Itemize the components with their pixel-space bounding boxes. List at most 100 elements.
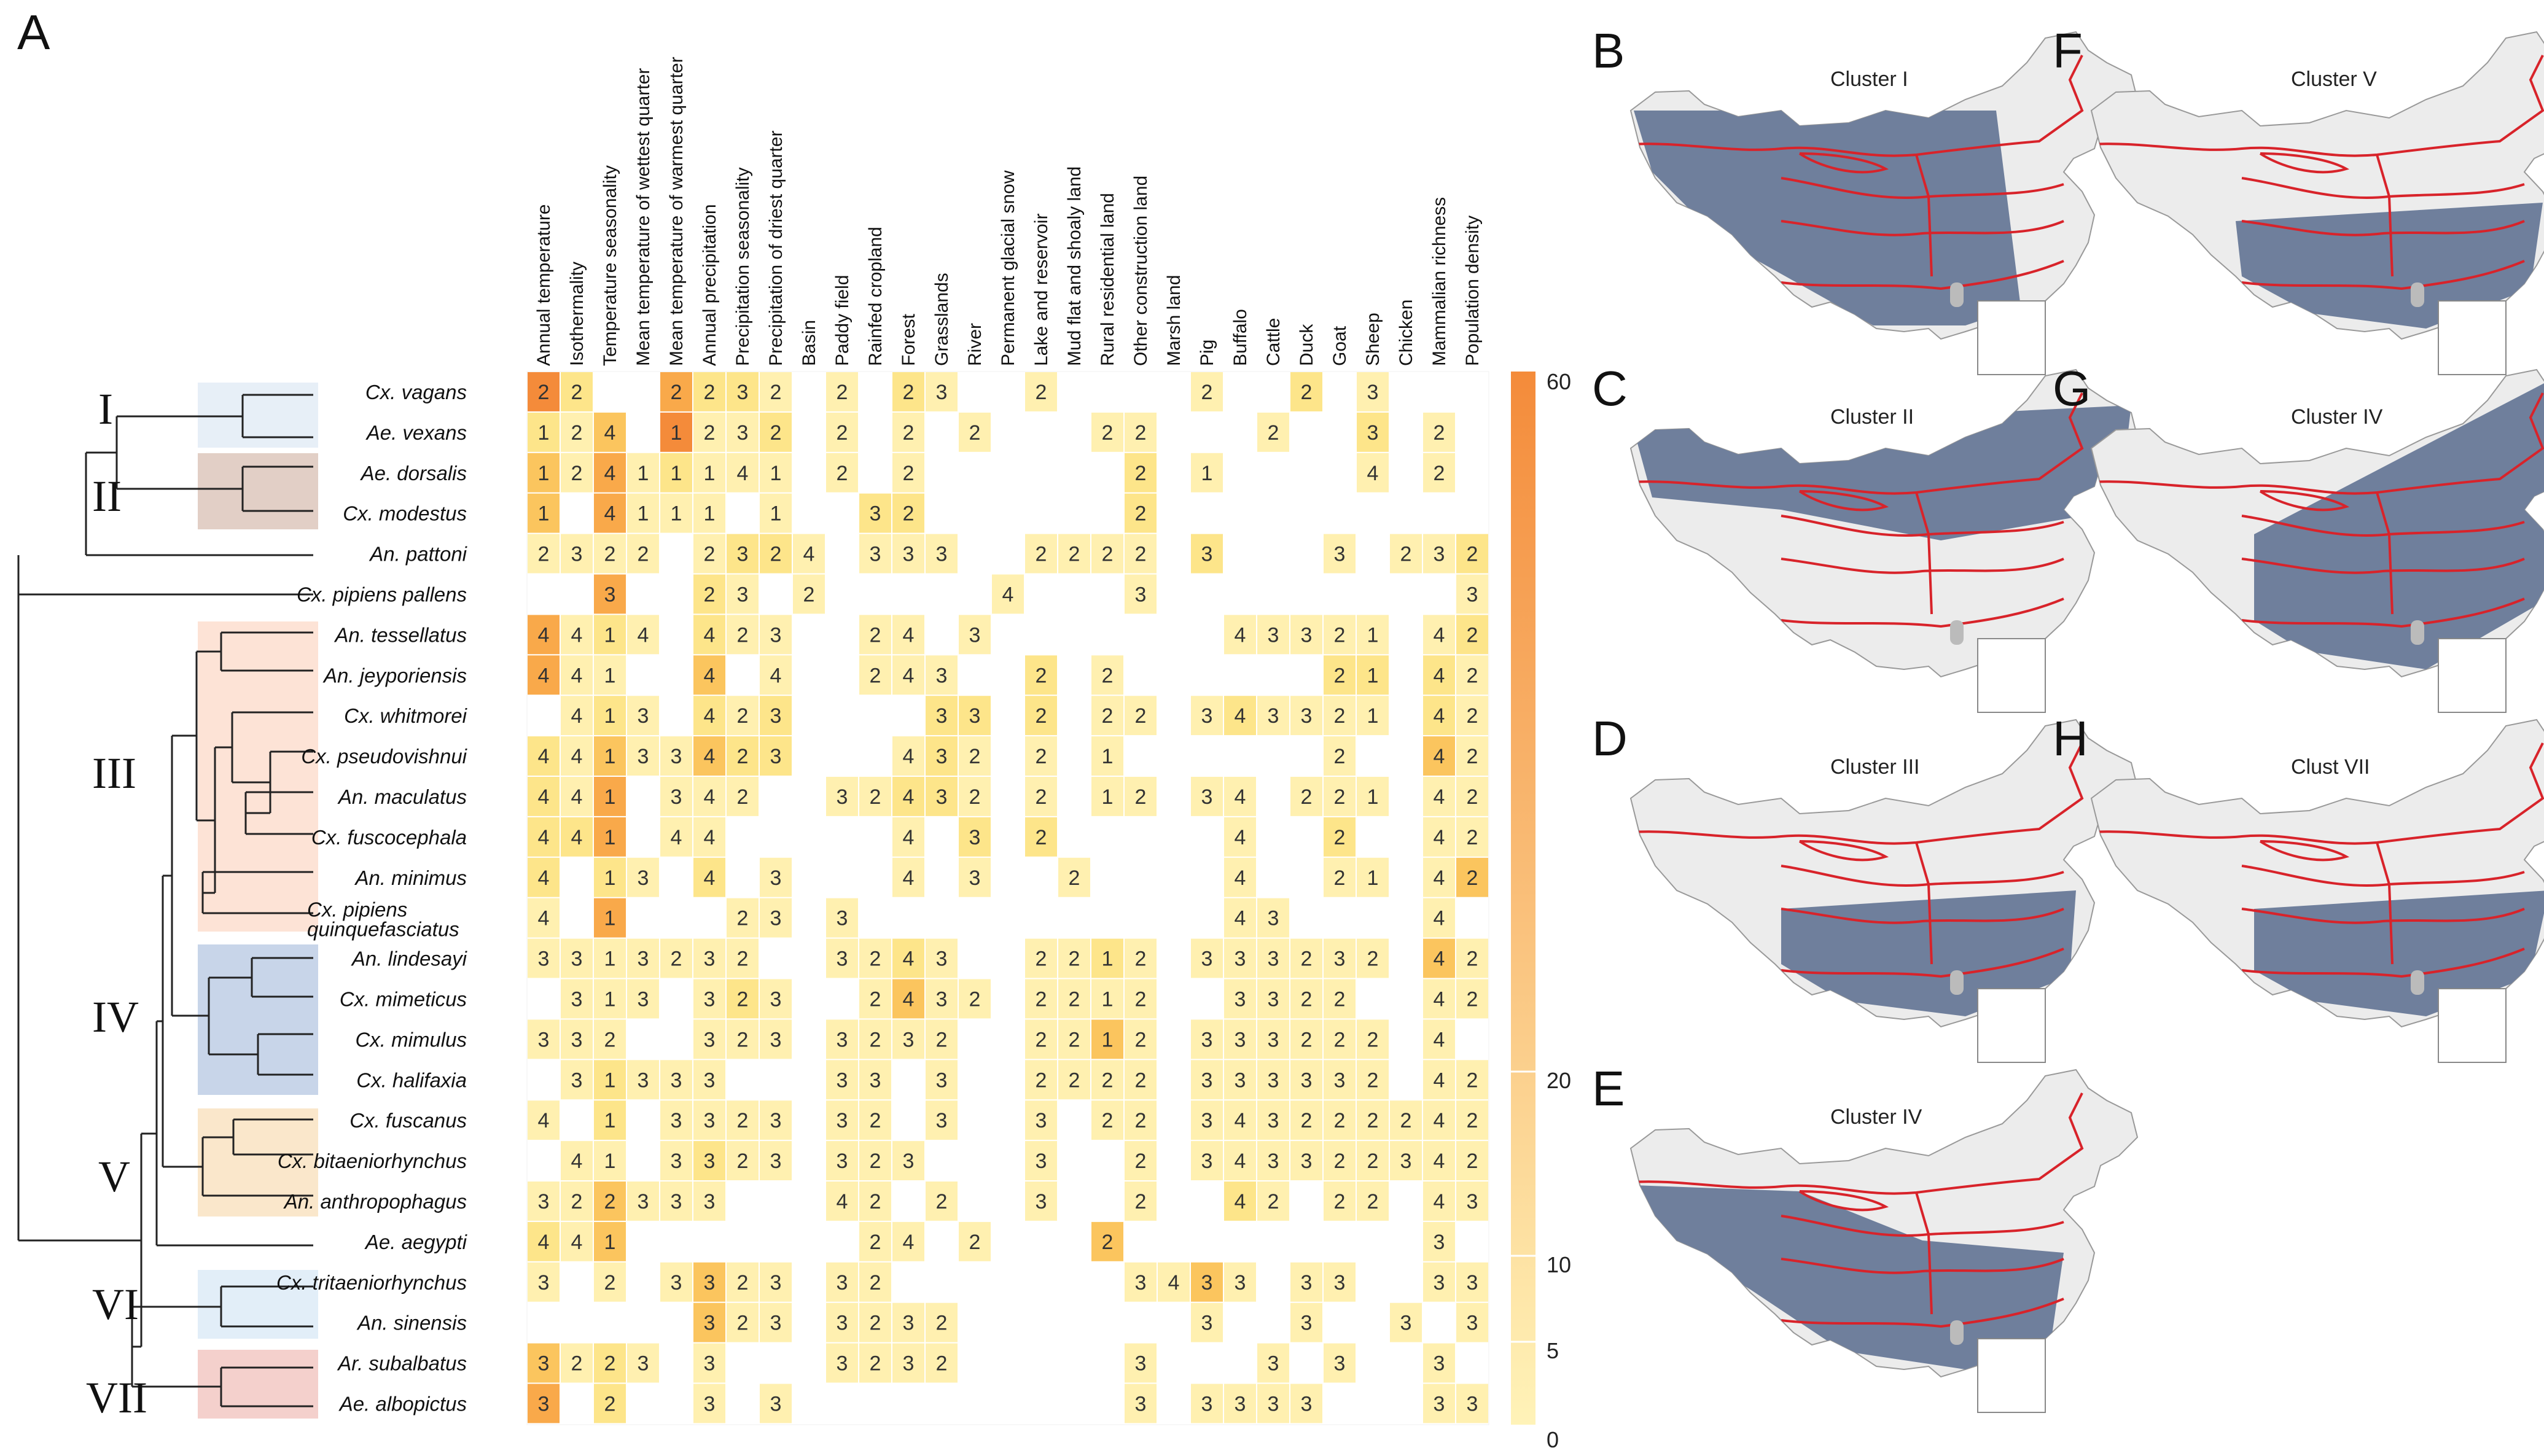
panel-letter-g: G <box>2053 361 2091 416</box>
map-title: Cluster II <box>1830 405 1914 429</box>
heatmap-cell <box>693 817 725 857</box>
heatmap-cell <box>1025 817 1057 857</box>
heatmap-cell <box>1091 655 1123 695</box>
panel-letter-c: C <box>1592 361 1628 416</box>
column-header-basin: Basin <box>799 320 819 366</box>
heatmap-cell-label: 1 <box>604 785 616 809</box>
heatmap-cell <box>926 979 958 1019</box>
heatmap-cell <box>528 534 560 574</box>
heatmap-cell <box>528 1384 560 1423</box>
heatmap-cell-label: 2 <box>1400 543 1412 566</box>
heatmap-cell <box>959 1221 991 1261</box>
heatmap-cell-label: 3 <box>704 1271 716 1294</box>
heatmap-cell-label: 3 <box>571 1028 583 1051</box>
heatmap-cell <box>727 979 759 1019</box>
heatmap-cell <box>1423 938 1455 978</box>
heatmap-cell-label: 2 <box>737 1109 749 1132</box>
heatmap-cell <box>693 1343 725 1383</box>
heatmap-cell <box>1224 1384 1256 1423</box>
species-label-cx-fuscanus: Cx. fuscanus <box>349 1109 467 1132</box>
heatmap-cell-label: 3 <box>671 1069 682 1092</box>
heatmap-cell <box>760 1100 792 1140</box>
heatmap-cell-label: 4 <box>704 623 716 647</box>
heatmap-cell <box>1456 979 1488 1019</box>
heatmap-cell-label: 2 <box>571 1352 583 1376</box>
heatmap-cell-label: 2 <box>1135 502 1147 526</box>
heatmap-cell <box>627 1182 659 1221</box>
heatmap-cell-label: 3 <box>969 826 981 849</box>
heatmap-cell-label: 4 <box>604 462 616 485</box>
heatmap-cell-label: 3 <box>638 866 649 890</box>
heatmap-cell <box>528 372 560 411</box>
heatmap-cell <box>528 1262 560 1302</box>
heatmap-cell-label: 2 <box>638 543 649 566</box>
heatmap-cell <box>1423 898 1455 938</box>
heatmap-cell <box>892 857 924 897</box>
heatmap-cell <box>693 1302 725 1342</box>
heatmap-cell <box>859 777 891 816</box>
cluster-label-i: I <box>98 384 113 434</box>
heatmap-cell <box>1456 534 1488 574</box>
heatmap-cell-label: 2 <box>1036 381 1047 404</box>
heatmap-cell-label: 4 <box>1235 866 1246 890</box>
heatmap-cell-label: 3 <box>704 1312 716 1335</box>
heatmap-cell <box>1423 453 1455 492</box>
heatmap-cell-label: 3 <box>571 948 583 971</box>
heatmap-cell-label: 3 <box>870 502 881 526</box>
heatmap-cell-label: 3 <box>837 1028 848 1051</box>
heatmap-cell-label: 4 <box>571 1231 583 1254</box>
heatmap-cell-label: 2 <box>1334 1190 1346 1213</box>
heatmap-cell <box>959 736 991 776</box>
heatmap-cell-label: 2 <box>1434 462 1445 485</box>
heatmap-cell <box>1091 1100 1123 1140</box>
heatmap-cell-label: 2 <box>1069 1028 1080 1051</box>
cluster-box-vii <box>198 1350 318 1419</box>
heatmap-cell-label: 4 <box>538 623 550 647</box>
heatmap-cell-label: 3 <box>1201 1150 1213 1173</box>
heatmap-cell <box>1125 534 1157 574</box>
heatmap-cell-label: 2 <box>1069 948 1080 971</box>
heatmap-cell-label: 2 <box>969 421 981 445</box>
heatmap-cell-label: 3 <box>704 1352 716 1376</box>
heatmap-cell-label: 2 <box>1334 704 1346 728</box>
heatmap-cell-label: 2 <box>1334 664 1346 687</box>
heatmap-cell-label: 4 <box>671 826 682 849</box>
heatmap-cell <box>727 696 759 736</box>
heatmap-cell-label: 3 <box>903 1028 915 1051</box>
heatmap-cell <box>561 1182 593 1221</box>
heatmap-cell <box>627 979 659 1019</box>
heatmap-cell <box>594 1384 626 1423</box>
heatmap-cell <box>693 1019 725 1059</box>
heatmap-cell <box>693 979 725 1019</box>
heatmap-cell-label: 4 <box>1434 664 1445 687</box>
heatmap-cell <box>1290 1100 1322 1140</box>
heatmap-cell-label: 2 <box>870 1109 881 1132</box>
heatmap-cell-label: 3 <box>837 1109 848 1132</box>
heatmap-cell <box>760 1302 792 1342</box>
heatmap-cell-label: 4 <box>1235 1150 1246 1173</box>
heatmap-cell-label: 3 <box>538 1271 550 1294</box>
heatmap-cell-label: 2 <box>571 381 583 404</box>
heatmap-cell <box>760 1384 792 1423</box>
heatmap-cell <box>826 1182 858 1221</box>
taiwan-island <box>2411 970 2424 995</box>
heatmap-cell <box>1324 938 1356 978</box>
heatmap-cell <box>1025 1141 1057 1180</box>
species-label-ae-albopictus: Ae. albopictus <box>338 1392 467 1415</box>
heatmap-cell-label: 2 <box>1467 866 1478 890</box>
heatmap-cell-label: 3 <box>1201 704 1213 728</box>
species-label-cx-whitmorei: Cx. whitmorei <box>344 704 468 727</box>
heatmap-cell <box>528 493 560 533</box>
heatmap-cell <box>1324 1343 1356 1383</box>
heatmap-cell-label: 4 <box>903 866 915 890</box>
heatmap-cell <box>1390 534 1422 574</box>
heatmap-cell <box>760 412 792 452</box>
heatmap-cell-label: 2 <box>870 785 881 809</box>
heatmap-cell <box>693 412 725 452</box>
heatmap-cell-label: 2 <box>1102 664 1114 687</box>
heatmap-cell <box>528 1182 560 1221</box>
heatmap-cell <box>727 615 759 655</box>
heatmap-cell <box>528 615 560 655</box>
heatmap-cell-label: 1 <box>604 948 616 971</box>
heatmap-cell-label: 2 <box>1135 543 1147 566</box>
